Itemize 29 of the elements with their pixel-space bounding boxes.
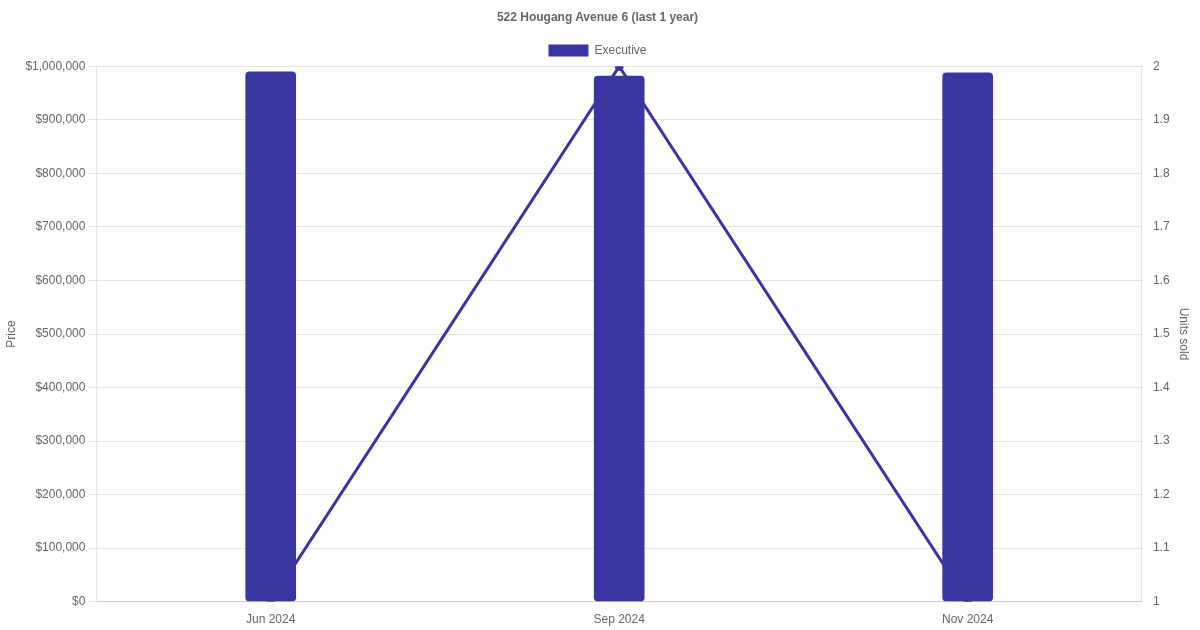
- chart-title: 522 Hougang Avenue 6 (last 1 year): [496, 9, 699, 24]
- y2-tick-label: 1.4: [1152, 379, 1170, 394]
- y-tick-label: $200,000: [35, 486, 86, 501]
- y2-tick-label: 1.7: [1152, 219, 1170, 234]
- y2-tick-label: 1.6: [1152, 272, 1170, 287]
- y-tick-label: $1,000,000: [25, 58, 86, 73]
- y-tick-label: $900,000: [35, 112, 86, 127]
- y-tick-label: $500,000: [35, 326, 86, 341]
- x-tick-label: Nov 2024: [941, 612, 994, 627]
- y2-tick-label: 1.3: [1152, 433, 1170, 448]
- y2-tick-label: 1: [1152, 593, 1160, 608]
- y-tick-label: $300,000: [35, 433, 86, 448]
- y2-tick-label: 1.5: [1152, 326, 1170, 341]
- y-tick-label: $0: [72, 593, 86, 608]
- y-tick-label: $100,000: [35, 540, 86, 555]
- y-tick-label: $800,000: [35, 165, 86, 180]
- x-tick-label: Jun 2024: [246, 612, 296, 627]
- y2-tick-label: 2: [1152, 58, 1160, 73]
- y-tick-label: $700,000: [35, 219, 86, 234]
- y2-tick-label: 1.2: [1152, 486, 1170, 501]
- y2-tick-label: 1.9: [1152, 112, 1170, 127]
- y-tick-label: $400,000: [35, 379, 86, 394]
- x-tick-label: Sep 2024: [593, 612, 646, 627]
- y2-tick-label: 1.8: [1152, 165, 1170, 180]
- y-tick-label: $600,000: [35, 272, 86, 287]
- y2-tick-label: 1.1: [1152, 540, 1170, 555]
- legend-label: Executive: [594, 42, 647, 57]
- y-axis-title: Price: [3, 320, 18, 348]
- y2-axis-title: Units sold: [1177, 307, 1192, 361]
